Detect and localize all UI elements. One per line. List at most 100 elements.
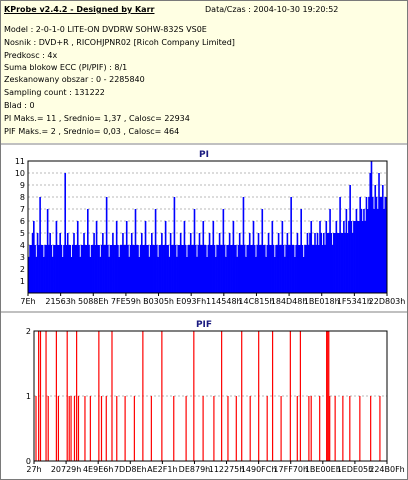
pi-bar [237, 245, 240, 293]
pi-bar [43, 257, 45, 293]
pi-bar [44, 245, 46, 293]
pi-bar [189, 233, 192, 293]
pi-bar [316, 233, 319, 293]
pi-y-tick-label: 10 [15, 169, 25, 178]
pi-bar [144, 221, 147, 293]
pi-bar [207, 245, 210, 293]
pi-bar [162, 245, 164, 293]
pi-bar [258, 245, 261, 293]
pi-bar [49, 233, 51, 293]
pi-bar [148, 257, 151, 293]
pif-x-tick-label: 1BE00Eh [305, 465, 341, 474]
pi-bar [270, 245, 272, 293]
pi-bar [35, 257, 38, 293]
pi-x-tick-label: B0305h [143, 297, 174, 306]
pi-bar [201, 245, 203, 293]
pi-bar [256, 245, 259, 293]
pi-bar [312, 245, 315, 293]
pi-bar [344, 233, 346, 293]
pi-bar [151, 233, 153, 293]
info-pi-summary: PI Maks.= 11 , Srednio= 1,37 , Calosc= 2… [4, 114, 190, 123]
info-pif-summary: PIF Maks.= 2 , Srednio= 0,03 , Calosc= 4… [4, 127, 180, 136]
pi-x-tick-label: 7Eh [20, 297, 35, 306]
pi-bar [159, 245, 162, 293]
pi-bar [61, 257, 64, 293]
pi-bar [287, 245, 290, 293]
pi-bar [48, 245, 50, 293]
pif-y-tick-label: 1 [26, 392, 31, 401]
pi-bar [215, 257, 217, 293]
pi-bar [358, 221, 360, 293]
pi-bar [226, 245, 228, 293]
pi-bar [176, 257, 178, 293]
pi-bar [310, 221, 313, 293]
pi-bar [206, 257, 208, 293]
pi-chart-panel: PI 1 2 3 4 5 6 7 8 9 10 11 7Eh 21563h 5088Eh 7FE59h B03… [1, 145, 407, 311]
pif-x-tick-label: 224B0Fh [369, 465, 405, 474]
pi-bar [348, 221, 350, 293]
pi-bar [271, 221, 274, 293]
pi-bar [119, 245, 122, 293]
pi-bar [184, 245, 187, 293]
pif-x-tick-label: 17FF70h [273, 465, 308, 474]
pi-bar [154, 209, 157, 293]
pif-chart-title: PIF [195, 320, 213, 330]
pi-bar [166, 245, 168, 293]
pi-bar [129, 245, 132, 293]
pi-bar [212, 221, 215, 293]
pi-bar [118, 257, 120, 293]
pif-chart-panel: PIF 0 1 2 27h 20729h 4E9E6h 7DD8Eh AE2F1h DE879h… [1, 313, 407, 479]
pi-bar [274, 257, 276, 293]
pi-bar [93, 233, 95, 293]
pi-bar [302, 257, 305, 293]
pi-x-tick-label: E093Fh [176, 297, 206, 306]
pi-bar [153, 245, 156, 293]
pi-bar [179, 233, 182, 293]
pi-bar [269, 245, 271, 293]
pi-plot-border [27, 160, 388, 294]
pi-bar [138, 257, 141, 293]
pi-bar [250, 245, 252, 293]
pi-bar [135, 245, 138, 293]
pi-bar [73, 233, 75, 293]
pi-bar [98, 245, 100, 293]
pi-bar [55, 221, 58, 293]
pi-bar [87, 209, 89, 293]
pi-bar [281, 221, 284, 293]
pi-bar [145, 245, 148, 293]
pi-bar [381, 185, 384, 293]
pif-x-tick-label: 4E9E6h [83, 465, 113, 474]
pi-bar [140, 233, 143, 293]
info-speed: Predkosc : 4x [4, 51, 58, 60]
pi-bar [56, 245, 59, 293]
pi-bar [243, 245, 246, 293]
pi-bar [232, 221, 235, 293]
pi-bar [220, 245, 222, 293]
pi-bar [317, 245, 320, 293]
pi-bar [331, 245, 334, 293]
pi-bar [94, 245, 97, 293]
pi-bar [28, 257, 30, 293]
pi-bar [39, 197, 41, 293]
pi-bar [99, 257, 102, 293]
pi-bar [279, 245, 281, 293]
info-panel: KProbe v2.4.2 - Designed by Karr Data/Cz… [1, 1, 407, 143]
pi-bar [194, 245, 197, 293]
pi-bar [124, 245, 127, 293]
pi-bar [147, 245, 149, 293]
pi-bar [267, 233, 270, 293]
pi-bar [240, 245, 242, 293]
pi-bar [257, 233, 260, 293]
pi-bar [89, 257, 92, 293]
pi-bar [187, 245, 190, 293]
pi-bar [168, 257, 171, 293]
pi-bar [262, 245, 265, 293]
pif-x-tick-label: DE879h [179, 465, 211, 474]
pi-x-tick-label: 7FE59h [111, 297, 141, 306]
pi-bar [63, 245, 65, 293]
pi-bar [280, 245, 282, 293]
pi-bar [297, 245, 300, 293]
pi-bar [122, 233, 124, 293]
pi-bar [245, 257, 247, 293]
